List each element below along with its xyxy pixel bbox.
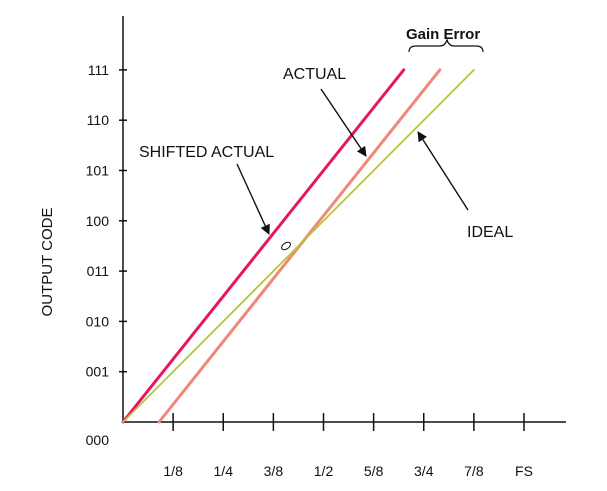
arrow-ideal [417, 131, 469, 211]
y-tick-label: 011 [87, 263, 110, 279]
x-tick-marks: 1/8 1/4 3/8 1/2 5/8 3/4 7/8 FS [163, 413, 533, 479]
x-tick-label: 1/2 [314, 463, 334, 479]
x-tick-label: 1/8 [163, 463, 183, 479]
y-tick-marks: 000 001 010 011 100 101 110 111 [86, 62, 127, 448]
x-tick-label: 5/8 [364, 463, 384, 479]
y-tick-label: 110 [87, 112, 110, 128]
y-tick-label: 100 [86, 213, 110, 229]
y-tick-label: 111 [88, 62, 109, 78]
arrow-shifted-actual [236, 163, 270, 235]
x-tick-label: 3/8 [264, 463, 284, 479]
annotation-actual: ACTUAL [283, 66, 346, 83]
x-tick-label: 3/4 [414, 463, 434, 479]
y-tick-label: 101 [86, 163, 110, 179]
annotation-ideal: IDEAL [467, 224, 513, 241]
arrow-actual [320, 88, 367, 157]
series-line-ideal [122, 69, 475, 423]
y-tick-label: 001 [86, 364, 110, 380]
series-lines [121, 68, 475, 424]
y-tick-label: 000 [86, 432, 110, 448]
gain-error-brace [408, 38, 484, 53]
crossing-mark [281, 241, 291, 251]
x-tick-label: FS [515, 463, 533, 479]
series-line-shifted [121, 68, 406, 424]
y-tick-label: 010 [86, 313, 110, 329]
y-axis-title: OUTPUT CODE [39, 208, 56, 317]
x-tick-label: 7/8 [464, 463, 484, 479]
annotation-shifted-actual: SHIFTED ACTUAL [139, 144, 274, 161]
x-tick-label: 1/4 [214, 463, 234, 479]
annotation-gain-error: Gain Error [406, 26, 480, 43]
